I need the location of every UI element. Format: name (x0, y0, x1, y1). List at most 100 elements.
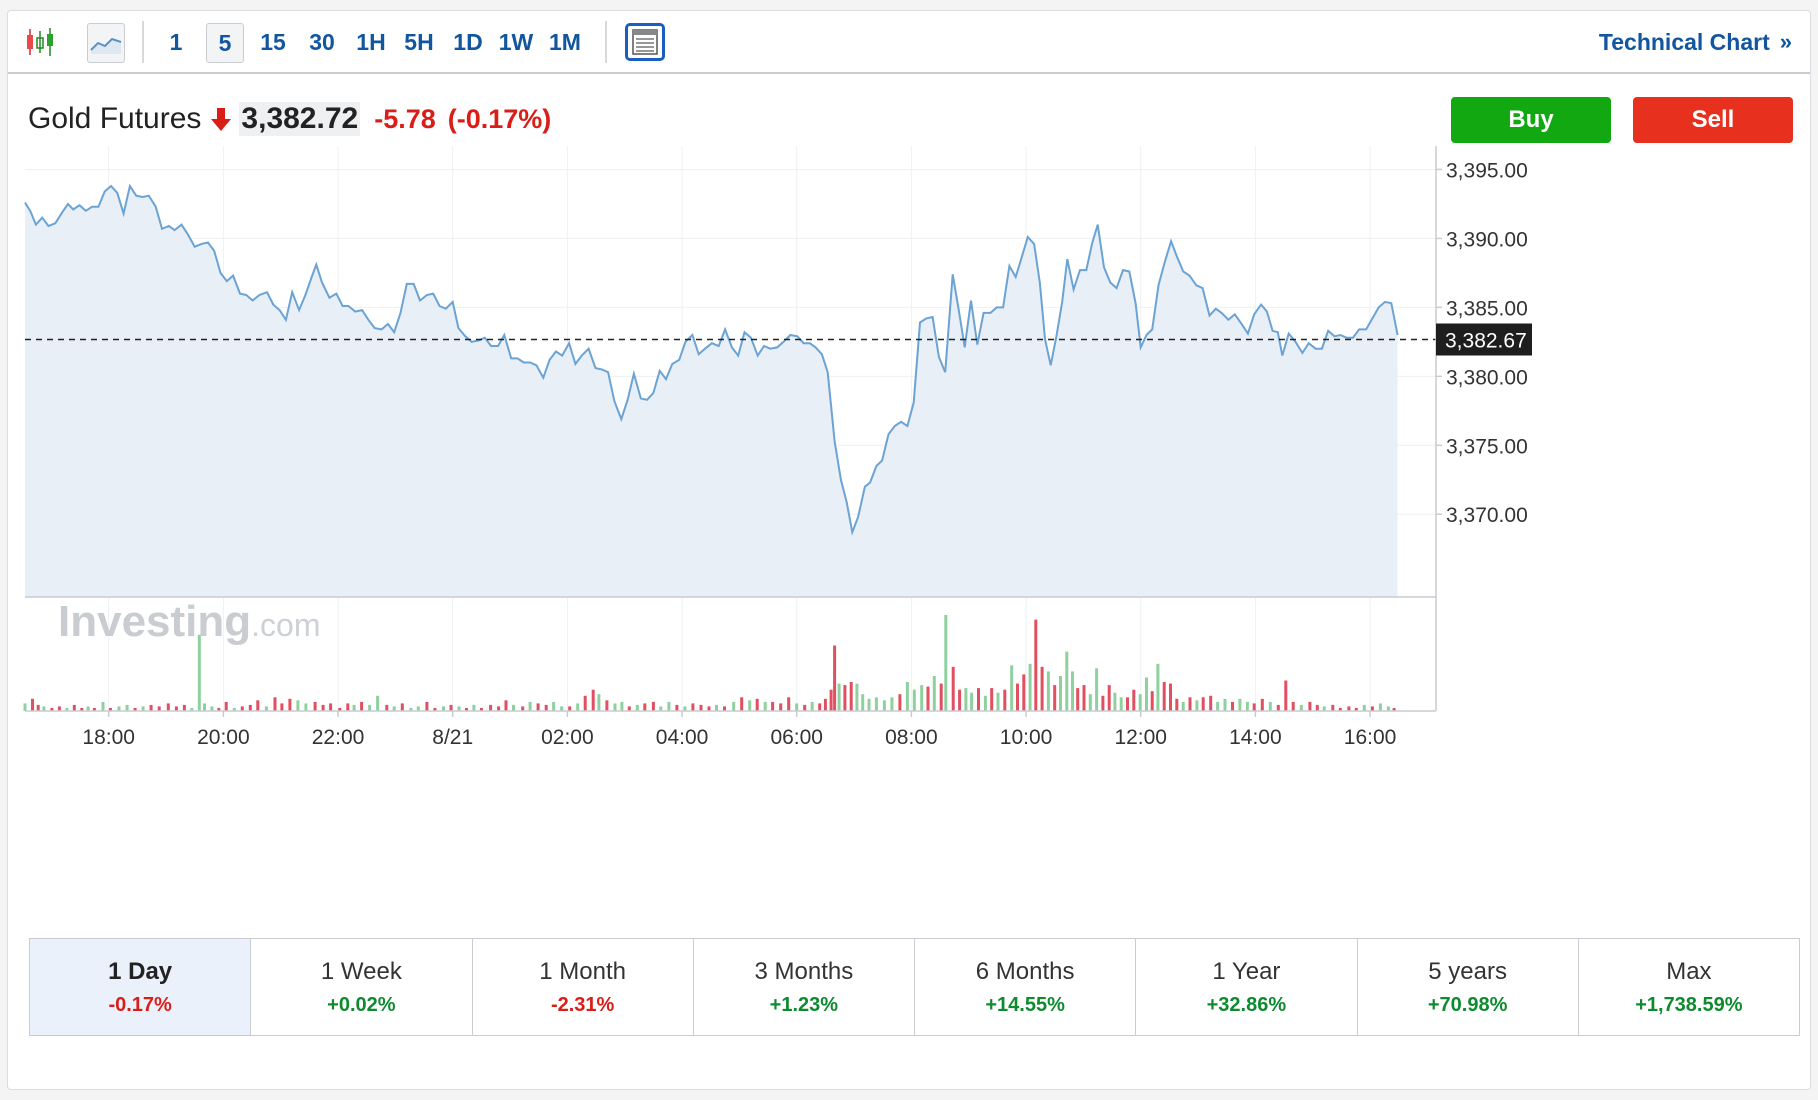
period-label: 1 Year (1212, 957, 1281, 985)
buy-button[interactable]: Buy (1451, 97, 1611, 143)
volume-bar (166, 703, 170, 711)
period-5-years[interactable]: 5 years +70.98% (1358, 939, 1579, 1035)
volume-bar (321, 704, 325, 711)
y-tick-label: 3,370.00 (1446, 504, 1528, 527)
volume-bar (1022, 674, 1026, 711)
timeframe-1w[interactable]: 1W (498, 28, 534, 55)
volume-bar (667, 701, 671, 711)
period-1-day[interactable]: 1 Day -0.17% (30, 939, 252, 1035)
timeframe-1d[interactable]: 1D (453, 28, 483, 55)
line-chart-icon (90, 37, 122, 54)
layout-button[interactable] (625, 23, 665, 61)
timeframe-1h[interactable]: 1H (356, 28, 386, 55)
volume-bar (1268, 701, 1272, 711)
timeframe-5h[interactable]: 5H (404, 28, 434, 55)
volume-bar (1231, 701, 1234, 711)
volume-bar (890, 697, 894, 711)
volume-bar (771, 701, 775, 711)
period-label: 5 years (1428, 957, 1507, 985)
timeframe-1[interactable]: 1 (169, 28, 183, 55)
period-label: Max (1666, 957, 1712, 985)
volume-bar (1138, 694, 1142, 711)
volume-bar (1338, 708, 1342, 711)
down-arrow-icon (211, 108, 232, 131)
candlestick-icon (27, 28, 53, 56)
period-change: +14.55% (985, 993, 1065, 1016)
chart-widget: 1 5 15 30 1H 5H 1D 1W 1M Technical Chart… (7, 10, 1811, 1090)
volume-bar (433, 708, 437, 711)
period-1-month[interactable]: 1 Month -2.31% (473, 939, 694, 1035)
volume-bar (1150, 691, 1154, 711)
period-max[interactable]: Max +1,738.59% (1579, 939, 1799, 1035)
volume-bar (36, 704, 40, 711)
volume-bar (591, 689, 595, 711)
toolbar-separator (605, 21, 607, 63)
chart-toolbar: 1 5 15 30 1H 5H 1D 1W 1M Technical Chart… (8, 11, 1810, 74)
timeframe-5[interactable]: 5 (206, 23, 244, 63)
volume-bar (42, 706, 46, 711)
volume-bar (57, 706, 61, 711)
price-line (24, 183, 1399, 536)
volume-bar (360, 701, 364, 711)
volume-bar (568, 706, 572, 711)
volume-bar (803, 704, 807, 711)
volume-bar (715, 704, 718, 711)
volume-bar (1291, 701, 1295, 711)
volume-bar (1034, 619, 1038, 711)
timeframe-1m[interactable]: 1M (549, 28, 581, 55)
period-label: 3 Months (754, 957, 854, 985)
volume-bar (256, 700, 260, 711)
volume-bar (748, 700, 752, 711)
volume-bar (723, 706, 726, 711)
period-1-week[interactable]: 1 Week +0.02% (251, 939, 473, 1035)
x-tick-label: 02:00 (541, 726, 594, 749)
sell-button[interactable]: Sell (1633, 97, 1793, 143)
volume-bar (182, 704, 186, 711)
x-tick-label: 22:00 (312, 726, 365, 749)
period-1-year[interactable]: 1 Year +32.86% (1136, 939, 1358, 1035)
volume-bar (352, 704, 356, 711)
y-tick-label: 3,390.00 (1446, 228, 1528, 251)
volume-bar (659, 706, 663, 711)
volume-bar (898, 694, 902, 711)
volume-bar (273, 697, 277, 711)
volume-bar (849, 682, 853, 711)
volume-bar (1053, 685, 1057, 711)
volume-bar (707, 706, 711, 711)
period-6-months[interactable]: 6 Months +14.55% (915, 939, 1137, 1035)
volume-bar (810, 701, 814, 711)
volume-bar (31, 698, 34, 711)
volume-bar (552, 701, 556, 711)
volume-bar (1209, 695, 1213, 711)
volume-bar (1082, 685, 1086, 711)
line-chart-button[interactable] (87, 23, 125, 63)
volume-bar (304, 703, 308, 711)
technical-chart-link[interactable]: Technical Chart » (1599, 23, 1792, 61)
volume-bar (400, 703, 404, 711)
volume-bar (449, 704, 453, 711)
volume-bar (920, 685, 924, 711)
volume-bar (855, 683, 859, 711)
volume-bar (1059, 676, 1062, 711)
volume-bar (1223, 698, 1227, 711)
volume-bar (1308, 701, 1312, 711)
volume-bar (125, 704, 129, 711)
toolbar-separator (142, 21, 144, 63)
volume-bar (699, 704, 703, 711)
timeframe-30[interactable]: 30 (309, 28, 335, 55)
volume-bar (288, 698, 292, 711)
period-3-months[interactable]: 3 Months +1.23% (694, 939, 915, 1035)
volume-bar (203, 703, 206, 711)
volume-bar (939, 683, 943, 711)
x-tick-label: 8/21 (432, 726, 473, 749)
volume-bar (1188, 697, 1192, 711)
volume-bar (472, 704, 476, 711)
period-change: +70.98% (1427, 993, 1508, 1016)
volume-bar (818, 703, 822, 711)
volume-bar (512, 704, 515, 711)
volume-bar (217, 708, 221, 711)
volume-bar (346, 703, 350, 711)
candlestick-chart-button[interactable] (22, 23, 58, 61)
timeframe-15[interactable]: 15 (260, 28, 286, 55)
volume-bar (651, 701, 655, 711)
